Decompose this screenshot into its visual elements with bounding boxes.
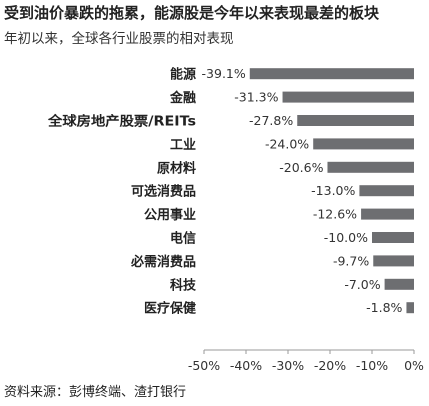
x-tick-label: -40% xyxy=(230,358,262,373)
bar-7 xyxy=(372,232,414,243)
x-tick-label: -20% xyxy=(314,358,346,373)
bar-1 xyxy=(282,91,414,103)
category-label: 原材料 xyxy=(157,160,196,176)
category-label: 医疗保健 xyxy=(144,301,196,317)
source-note: 资料来源：彭博终端、渣打银行 xyxy=(4,385,187,400)
bar-8 xyxy=(373,255,414,267)
bar-5 xyxy=(359,185,414,197)
bar-9 xyxy=(384,278,414,290)
data-label: -10.0% xyxy=(324,230,368,245)
bar-3 xyxy=(313,138,414,150)
data-label: -13.0% xyxy=(311,183,355,198)
category-label: 工业 xyxy=(170,137,196,153)
bar-0 xyxy=(249,68,414,80)
data-label: -24.0% xyxy=(265,136,309,151)
bar-2 xyxy=(297,115,414,126)
category-label: 金融 xyxy=(169,90,196,106)
category-label: 全球房地产股票/REITs xyxy=(47,114,196,130)
bar-4 xyxy=(327,161,414,173)
data-label: -7.0% xyxy=(344,277,380,292)
category-label: 电信 xyxy=(170,231,196,247)
category-label: 科技 xyxy=(170,277,197,293)
data-label: -20.6% xyxy=(279,160,323,175)
data-label: -39.1% xyxy=(202,66,246,81)
data-label: -9.7% xyxy=(333,253,369,268)
x-tick-label: -10% xyxy=(356,358,388,373)
category-label: 能源 xyxy=(170,67,196,83)
x-tick-label: 0% xyxy=(404,358,424,373)
data-label: -1.8% xyxy=(366,300,402,315)
x-tick-label: -50% xyxy=(188,358,220,373)
data-label: -31.3% xyxy=(234,90,278,105)
bar-10 xyxy=(406,302,414,314)
data-label: -27.8% xyxy=(249,113,293,128)
x-tick-label: -30% xyxy=(272,358,304,373)
category-label: 公用事业 xyxy=(144,207,196,223)
chart-title: 受到油价暴跌的拖累，能源股是今年以来表现最差的板块 xyxy=(4,4,380,22)
chart-subtitle: 年初以来，全球各行业股票的相对表现 xyxy=(4,31,234,47)
category-label: 可选消费品 xyxy=(131,184,196,200)
bar-6 xyxy=(361,208,414,220)
data-label: -12.6% xyxy=(313,207,357,222)
category-label: 必需消费品 xyxy=(130,254,196,270)
